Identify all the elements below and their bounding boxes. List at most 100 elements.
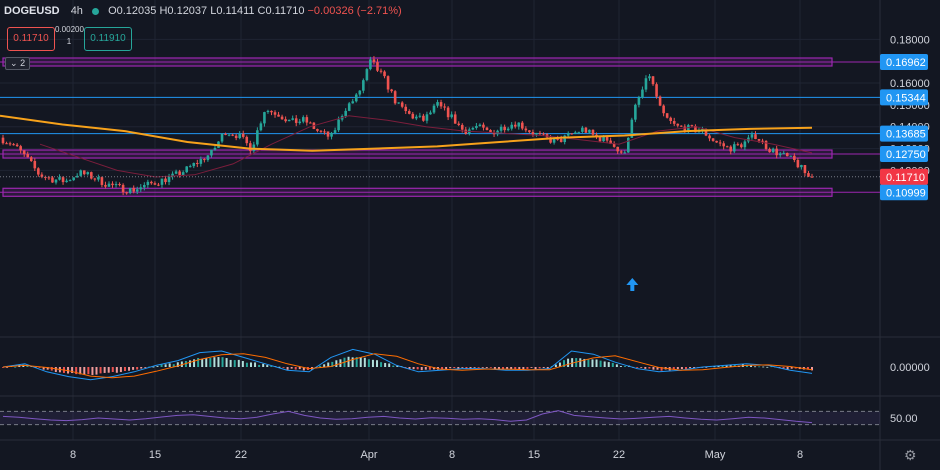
level-price-label: 0.13685 xyxy=(886,129,926,141)
candle xyxy=(694,126,697,133)
level-price-label: 0.16962 xyxy=(886,57,926,69)
macd-bar xyxy=(416,367,419,370)
price-tick-label: 0.16000 xyxy=(890,78,930,90)
candle xyxy=(602,135,605,142)
candle xyxy=(291,118,294,120)
candle xyxy=(679,125,683,127)
macd-bar xyxy=(241,361,244,367)
candle xyxy=(775,148,778,156)
candle xyxy=(740,144,743,148)
macd-bar xyxy=(534,367,537,370)
sell-button[interactable]: 0.11710 xyxy=(7,27,55,51)
macd-bar xyxy=(461,367,464,368)
macd-bar xyxy=(554,364,557,367)
candle xyxy=(256,130,259,145)
buy-button[interactable]: 0.11910 xyxy=(84,27,132,51)
macd-bar xyxy=(623,366,626,367)
macd-bar xyxy=(164,364,167,367)
candle xyxy=(365,69,369,81)
macd-bar xyxy=(380,362,383,367)
candle xyxy=(227,134,231,136)
macd-bar xyxy=(229,359,232,367)
candle xyxy=(708,135,711,139)
candle xyxy=(337,119,340,131)
macd-bar xyxy=(485,367,488,368)
macd-bar xyxy=(347,356,350,367)
macd-bar xyxy=(733,364,736,367)
candle xyxy=(358,90,362,95)
indicators-toggle[interactable]: ⌄ 2 xyxy=(5,57,31,70)
candle xyxy=(203,159,206,161)
symbol-name[interactable]: DOGEUSD xyxy=(4,5,60,17)
qty-value[interactable]: 1 xyxy=(66,37,72,46)
macd-bar xyxy=(237,359,240,367)
candle xyxy=(248,143,252,151)
symbol-header: DOGEUSD 4h O0.12035 H0.12037 L0.11411 C0… xyxy=(4,5,402,17)
macd-bar xyxy=(46,367,49,370)
macd-bar xyxy=(50,367,53,371)
up-arrow-icon xyxy=(626,278,639,291)
gear-icon[interactable]: ⚙ xyxy=(904,447,917,463)
candle xyxy=(33,161,37,169)
candle xyxy=(584,127,588,133)
candle xyxy=(224,133,227,135)
macd-bar xyxy=(473,367,476,368)
macd-bar xyxy=(225,358,228,367)
candle xyxy=(393,91,397,104)
candle xyxy=(104,184,107,187)
candle xyxy=(86,172,90,175)
candle xyxy=(164,178,167,183)
candle xyxy=(612,143,616,147)
candle xyxy=(369,59,372,70)
candle xyxy=(54,179,58,183)
macd-bar xyxy=(469,367,472,369)
candle xyxy=(5,143,8,145)
macd-bar xyxy=(396,365,399,367)
macd-bar xyxy=(518,367,521,370)
macd-bar xyxy=(420,367,423,371)
macd-bar xyxy=(526,367,529,369)
level-price-tag xyxy=(880,146,928,163)
macd-bar xyxy=(506,367,509,370)
candle xyxy=(294,118,298,123)
candle xyxy=(736,144,740,146)
macd-bar xyxy=(335,360,338,367)
macd-bar xyxy=(172,364,175,367)
macd-bar xyxy=(115,367,118,373)
macd-bar xyxy=(384,362,387,367)
macd-bar xyxy=(465,367,468,369)
candle xyxy=(298,121,302,123)
macd-bar xyxy=(193,359,196,367)
candle xyxy=(768,148,771,153)
time-tick-label: 8 xyxy=(449,449,455,461)
macd-bar xyxy=(457,367,460,370)
level-price-label: 0.10999 xyxy=(886,187,926,199)
candle xyxy=(12,144,15,146)
macd-bar xyxy=(201,358,204,367)
long-moving-average xyxy=(0,114,813,152)
macd-bar xyxy=(262,363,265,367)
macd-bar xyxy=(119,367,122,373)
macd-bar xyxy=(103,367,106,373)
candle xyxy=(662,105,665,114)
candle xyxy=(400,102,404,107)
candle xyxy=(280,116,284,120)
candle xyxy=(619,151,623,153)
macd-bar xyxy=(123,367,126,372)
candle xyxy=(528,130,531,133)
candle xyxy=(616,146,619,152)
macd-bar xyxy=(754,366,757,368)
candle xyxy=(277,114,280,117)
candle xyxy=(178,171,181,176)
candle xyxy=(425,114,429,121)
candle xyxy=(432,105,436,113)
candle xyxy=(65,180,68,183)
macd-bar xyxy=(79,367,82,375)
timeframe[interactable]: 4h xyxy=(70,5,83,17)
macd-bar xyxy=(445,367,448,370)
candle xyxy=(153,183,157,185)
candle xyxy=(793,155,796,161)
macd-bar xyxy=(6,367,9,368)
macd-bar xyxy=(424,367,427,370)
